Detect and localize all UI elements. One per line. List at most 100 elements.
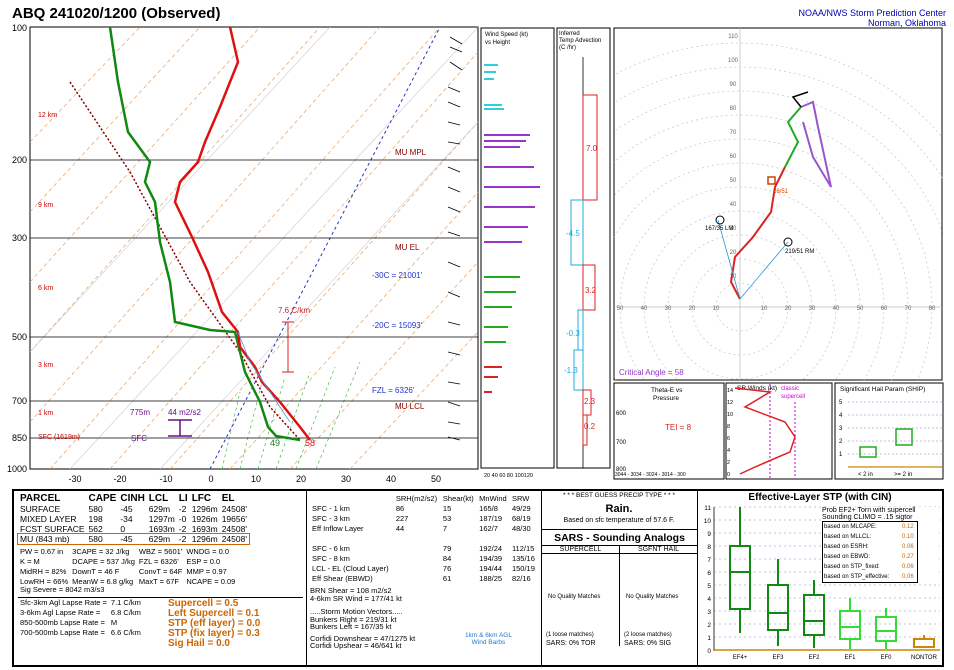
storm-label: 26/51 xyxy=(773,189,789,195)
hodograph-trace-mid xyxy=(784,106,802,168)
pressure-tick: 1000 xyxy=(7,464,27,474)
table-row: 700-500mb Lapse Rate = 6.6 C/km xyxy=(18,628,143,638)
hodo-y-tick: 70 xyxy=(730,130,737,136)
hodo-y-tick: 110 xyxy=(728,34,738,40)
cell: 49/29 xyxy=(511,503,531,513)
cell: based on MLLCL: xyxy=(824,534,872,540)
height-label: 6 km xyxy=(38,285,53,292)
parcel-header: PARCEL xyxy=(20,493,61,504)
cell: 135/16 xyxy=(511,553,535,563)
cell: PW = 0.67 in xyxy=(20,546,64,556)
table-row: SURFACE 580 -45 629m -2 1296m 24508' xyxy=(18,504,249,514)
wind-speed-panel: Wind Speed (kt) vs Height 20 40 60 80 10… xyxy=(480,27,555,479)
stp-chart: 11 10 9 8 7 6 5 4 3 2 1 0 EF4+ EF3 xyxy=(704,505,940,661)
stp-tick: 3 xyxy=(707,609,711,616)
wind-speed-title-2: vs Height xyxy=(485,40,510,46)
parcel-name: FCST SURFACE xyxy=(20,524,85,534)
surface-temperature: 58 xyxy=(305,438,315,448)
stp-tick: 1 xyxy=(707,635,711,642)
cape-header: CAPE xyxy=(88,493,117,504)
table-row: based on MLLCL: 0.10 xyxy=(823,532,918,542)
stp-category: EF4+ xyxy=(733,655,748,661)
temperature-tick: 40 xyxy=(386,474,396,484)
minus20c-label: -20C = 15093' xyxy=(372,321,423,330)
table-row: SFC - 6 km 79 192/24 112/15 xyxy=(310,543,538,553)
ship-title: Significant Hail Param (SHIP) xyxy=(840,386,925,393)
cell: 0 xyxy=(120,524,126,534)
stp-category: EF3 xyxy=(772,655,784,661)
kinematic-header-row: SRH(m2/s2) Shear(kt) MnWind SRW xyxy=(310,493,538,503)
stp-tick: 11 xyxy=(704,505,711,512)
hodo-x-tick: 10 xyxy=(713,306,720,312)
cell: 1296m xyxy=(191,534,218,544)
cell: -45 xyxy=(120,534,133,544)
cell: 198 xyxy=(88,514,103,524)
srw-tick: 14 xyxy=(727,388,733,394)
ship-panel: Significant Hail Param (SHIP) 5 4 3 2 1 … xyxy=(834,382,944,480)
temperature-tick: 30 xyxy=(341,474,351,484)
cell: 48/30 xyxy=(511,523,531,533)
cell: 15 xyxy=(442,503,452,513)
supercell-column-header: SUPERCELL xyxy=(542,546,620,553)
advection-value: 3.2 xyxy=(585,286,597,295)
sr-winds-trace xyxy=(734,387,796,475)
table-row: Eff Shear (EBWD) 61 188/25 82/16 xyxy=(310,573,538,583)
ship-tick: 3 xyxy=(839,426,843,432)
parcel-trace xyxy=(69,81,301,441)
pressure-lines xyxy=(30,159,478,439)
temperature-tick: 0 xyxy=(208,474,213,484)
cell: 227 xyxy=(395,513,409,523)
stats-panel: PARCEL CAPE CINH LCL LI LFC EL SURFACE 58… xyxy=(12,489,944,667)
cell: 162/7 xyxy=(479,523,498,533)
cell: -34 xyxy=(120,514,133,524)
hodo-x-tick: 80 xyxy=(929,306,936,312)
isotherm-labels: -30C = 21001' -20C = 15093' FZL = 6326' xyxy=(372,271,423,395)
cell: 24508' xyxy=(221,504,247,514)
warm-advection-bar xyxy=(582,94,598,201)
cell: LCL - EL (Cloud Layer) xyxy=(312,563,389,573)
advection-value: 2.3 xyxy=(584,397,596,406)
table-row: 850-500mb Lapse Rate = M xyxy=(18,618,143,628)
effective-inflow-bracket xyxy=(168,419,192,437)
advection-title-3: (C /hr) xyxy=(559,45,576,51)
cell: ConvT = 64F xyxy=(138,566,183,576)
theta-x-ticks: 3044 - 3034 - 3024 - 3014 - 300 xyxy=(615,472,686,478)
cell: SFC - 6 km xyxy=(312,543,350,553)
table-row-selected[interactable]: MU (843 mb) 580 -45 629m -2 1296m 24508' xyxy=(17,533,250,545)
fzl-label: FZL = 6326' xyxy=(372,386,415,395)
cell: 629m xyxy=(148,504,171,514)
cell: WNDG = 0.0 xyxy=(186,546,230,556)
hodo-x-tick: 60 xyxy=(881,306,888,312)
stp-boxplot-nontor xyxy=(913,635,935,648)
sars-sig: SARS: 0% SIG xyxy=(624,640,672,647)
height-label: 9 km xyxy=(38,202,53,209)
pressure-tick: 850 xyxy=(12,433,27,443)
stp-climo: Sounding CLIMO = .15 sigtor xyxy=(822,514,913,521)
corfidi-upshear: Corfidi Upshear = 46/641 kt xyxy=(310,641,402,650)
table-row: SFC - 8 km 84 194/39 135/16 xyxy=(310,553,538,563)
minus30c-label: -30C = 21001' xyxy=(372,271,423,280)
table-row: 3-6km Agl Lapse Rate = 6.8 C/km xyxy=(18,608,143,618)
effective-srh-label: 44 m2/s2 xyxy=(168,408,201,417)
corfidi-downshear: Corfidi Downshear = 47/1275 kt xyxy=(310,633,416,643)
cell: 187/19 xyxy=(479,513,503,523)
pressure-tick: 700 xyxy=(12,396,27,406)
ship-y-ticks: 5 4 3 2 1 xyxy=(839,400,843,458)
cell: 24508' xyxy=(221,524,247,534)
temp-advection-panel: Inferred Temp Advection (C /hr) 7.0 -4.5… xyxy=(556,27,611,469)
virtual-temperature-trace xyxy=(237,331,291,423)
wind-barbs xyxy=(447,36,463,441)
lapse-rate-table: Sfc-3km Agl Lapse Rate = 7.1 C/km 3-6km A… xyxy=(18,598,143,638)
cell: M xyxy=(110,618,118,627)
storm-vector-marker xyxy=(767,176,776,185)
advection-value: 7.0 xyxy=(586,144,598,153)
ship-tick: 1 xyxy=(839,452,843,458)
left-mover-marker xyxy=(715,215,725,225)
cell: DownT = 46 F xyxy=(72,566,120,576)
hodograph-trace-low xyxy=(729,166,786,300)
stp-y-ticks: 11 10 9 8 7 6 5 4 3 2 1 0 xyxy=(704,505,712,655)
cell: 580 xyxy=(88,534,103,544)
table-row: based on ESRH: 0.06 xyxy=(823,542,918,552)
srw-tick: 10 xyxy=(727,412,733,418)
sr-winds-title: SR Winds (kt) xyxy=(737,385,777,392)
